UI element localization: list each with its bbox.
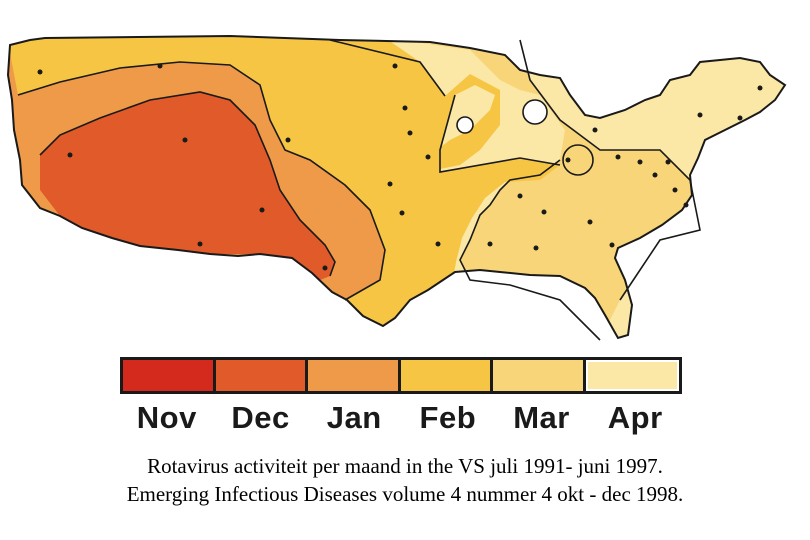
station-dot: [285, 137, 291, 143]
legend-swatch-jan: [308, 360, 398, 391]
station-dot: [435, 241, 441, 247]
station-dot: [609, 242, 615, 248]
station-dot: [697, 112, 703, 118]
legend-label-dec: Dec: [231, 400, 290, 435]
station-dot: [182, 137, 188, 143]
caption-line-2: Emerging Infectious Diseases volume 4 nu…: [126, 482, 684, 506]
legend-label-feb: Feb: [419, 400, 477, 435]
mar-zone: [8, 36, 700, 338]
legend-color-bar: [120, 357, 682, 394]
station-dots: [37, 63, 763, 271]
caption-line-1: Rotavirus activiteit per maand in the VS…: [147, 454, 663, 478]
station-dot: [757, 85, 763, 91]
station-dot: [683, 202, 689, 208]
station-dot: [259, 207, 265, 213]
contour-feb-mar: [329, 39, 561, 173]
station-dot: [399, 210, 405, 216]
legend-swatch-dec: [215, 360, 305, 391]
legend-label-jan: Jan: [326, 400, 382, 435]
station-dot: [322, 265, 328, 271]
station-dot: [392, 63, 398, 69]
legend-swatch-mar: [493, 360, 583, 391]
contour-dec-jan: [39, 91, 336, 277]
station-dot: [157, 63, 163, 69]
legend-swatch-apr: [585, 360, 679, 391]
great-lake-erie-ring: [562, 144, 594, 176]
station-dot: [517, 193, 523, 199]
station-dot: [407, 130, 413, 136]
station-dot: [533, 245, 539, 251]
station-dot: [37, 69, 43, 75]
station-dot: [652, 172, 658, 178]
station-dot: [425, 154, 431, 160]
legend-labels: Nov Dec Jan Feb Mar Apr: [120, 400, 682, 442]
legend-swatch-feb: [400, 360, 490, 391]
station-dot: [615, 154, 621, 160]
contour-lines: [17, 39, 701, 341]
station-dot: [387, 181, 393, 187]
legend-swatch-nov: [123, 360, 213, 391]
station-dot: [197, 241, 203, 247]
station-dot: [67, 152, 73, 158]
station-dot: [592, 127, 598, 133]
station-dot: [665, 159, 671, 165]
station-dot: [637, 159, 643, 165]
great-lake-michigan: [522, 99, 548, 125]
station-dot: [487, 241, 493, 247]
us-outline: [6, 34, 787, 340]
station-dot: [402, 105, 408, 111]
figure-caption: Rotavirus activiteit per maand in the VS…: [0, 452, 810, 508]
station-dot: [587, 219, 593, 225]
map-panel: [6, 34, 787, 341]
station-dot: [541, 209, 547, 215]
contour-mar-apr: [459, 39, 701, 341]
contour-jan-feb: [17, 61, 386, 301]
legend-label-apr: Apr: [607, 400, 663, 435]
station-dot: [737, 115, 743, 121]
great-lake-small: [456, 116, 474, 134]
dec-zone: [40, 92, 335, 280]
station-dot: [565, 157, 571, 163]
legend-label-mar: Mar: [513, 400, 570, 435]
station-dot: [672, 187, 678, 193]
us-rotavirus-map: [6, 34, 787, 341]
legend-label-nov: Nov: [136, 400, 197, 435]
